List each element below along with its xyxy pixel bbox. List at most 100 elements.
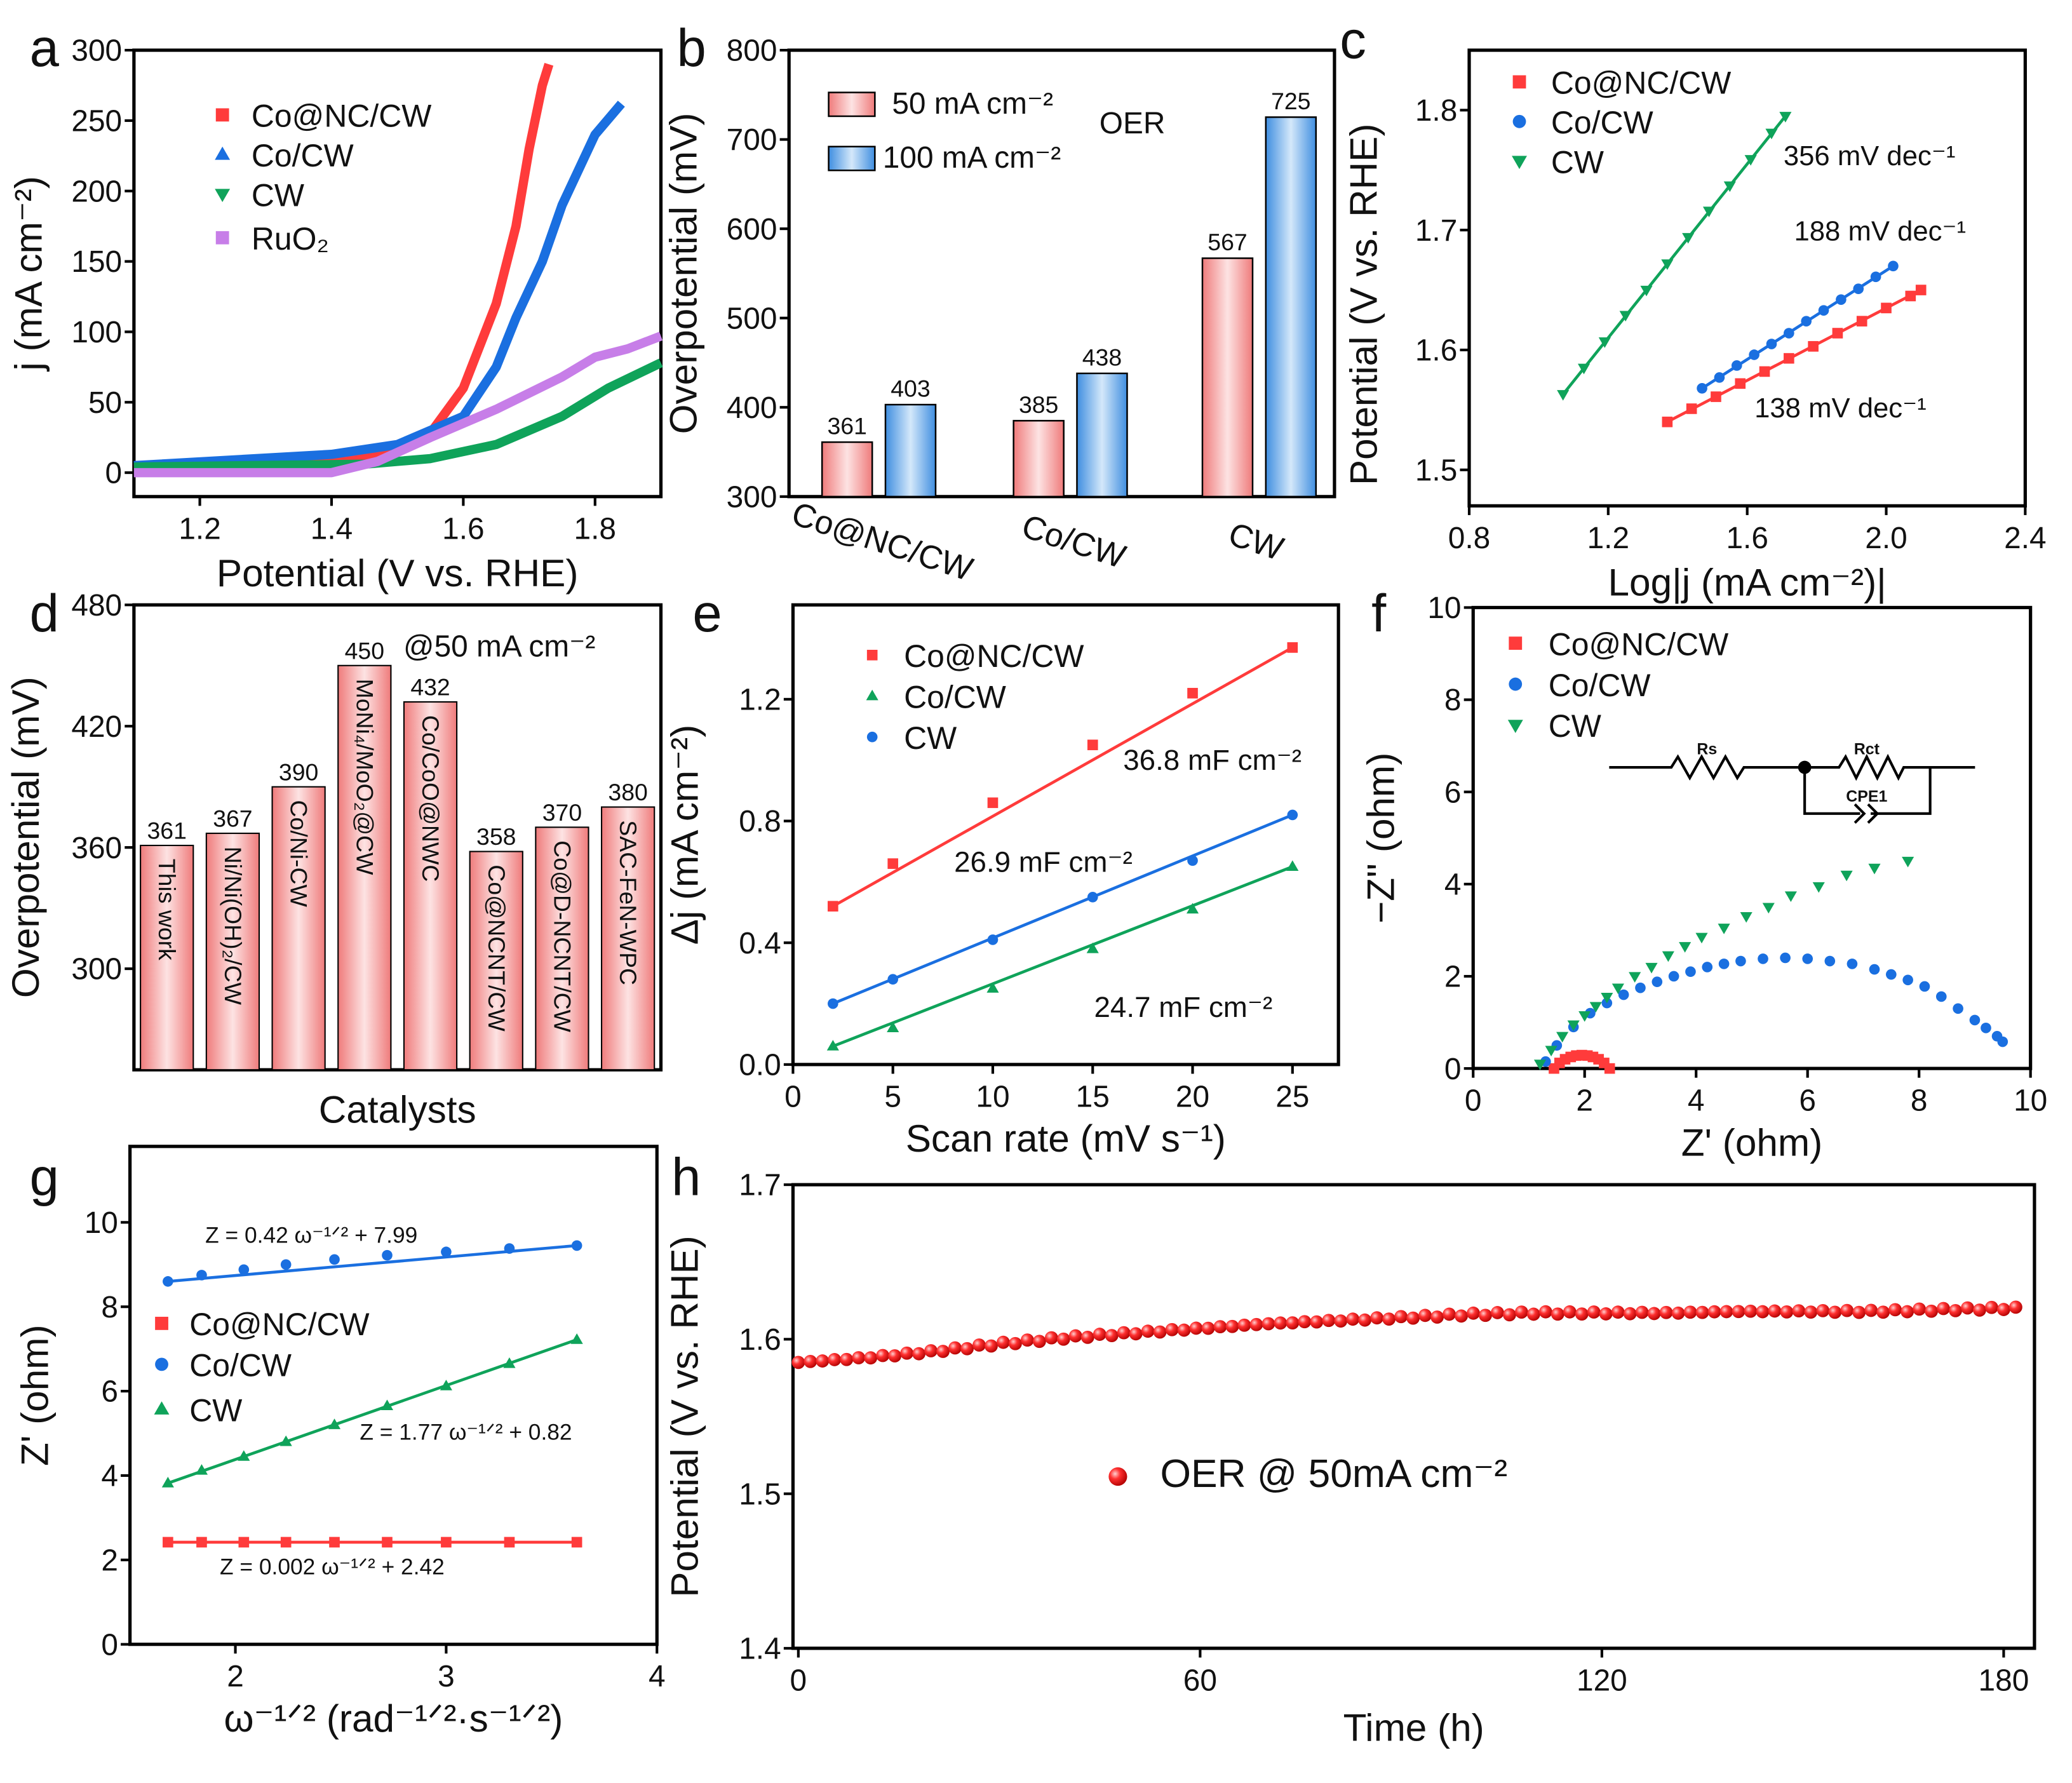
data-point bbox=[1937, 1302, 1950, 1315]
y-tick-label: 800 bbox=[727, 34, 777, 68]
data-point bbox=[1804, 1305, 1818, 1319]
data-point bbox=[328, 1418, 341, 1429]
x-tick-label: 1.2 bbox=[1587, 521, 1629, 555]
series-co-nc-cw bbox=[163, 1537, 582, 1548]
bar-category-label: This work bbox=[154, 859, 180, 960]
x-category-label: Co@NC/CW bbox=[787, 495, 977, 588]
plot-frame bbox=[128, 1145, 659, 1646]
x-axis-label: ω⁻¹ᐟ² (rad⁻¹ᐟ²·s⁻¹ᐟ²) bbox=[224, 1697, 563, 1740]
data-point bbox=[1578, 1011, 1591, 1022]
y-tick-label: 500 bbox=[727, 302, 777, 335]
bar bbox=[884, 403, 937, 498]
data-point bbox=[1949, 1304, 1962, 1317]
bar-value-label: 361 bbox=[827, 413, 866, 440]
data-point bbox=[1249, 1317, 1263, 1331]
data-point bbox=[1286, 1316, 1300, 1329]
x-tick-label: 4 bbox=[1688, 1084, 1705, 1118]
data-point bbox=[1394, 1310, 1408, 1324]
data-point bbox=[1779, 112, 1792, 123]
bar-value-label: 567 bbox=[1208, 229, 1247, 255]
data-point bbox=[1935, 991, 1947, 1002]
data-point bbox=[852, 1351, 866, 1364]
data-point bbox=[1818, 305, 1829, 316]
legend-marker bbox=[866, 731, 878, 743]
y-axis-label: Z' (ohm) bbox=[13, 1324, 57, 1466]
data-point bbox=[888, 1349, 902, 1362]
data-point bbox=[1695, 932, 1708, 944]
panel-h: 1.4 1.5 1.6 1.7 0 60 120 180 Potential (V vs. RH… bbox=[663, 1169, 2036, 1749]
panel-letter-e: e bbox=[692, 584, 722, 643]
data-point bbox=[1659, 1305, 1673, 1319]
series-oer bbox=[791, 1300, 2022, 1369]
fit-line bbox=[1701, 264, 1894, 390]
panel-c: 1.5 1.6 1.7 1.8 0.8 1.2 1.6 2.0 2.4 Potential (V … bbox=[1342, 48, 2047, 604]
x-tick-label: 2.4 bbox=[2004, 521, 2046, 555]
data-point bbox=[1370, 1311, 1384, 1325]
y-tick-label: 4 bbox=[1444, 868, 1462, 901]
x-axis-label: Time (h) bbox=[1343, 1706, 1484, 1749]
data-point bbox=[1686, 403, 1697, 414]
circuit-node bbox=[1798, 760, 1812, 774]
bar bbox=[535, 826, 589, 1071]
data-point bbox=[1599, 1307, 1613, 1321]
data-point bbox=[1685, 966, 1696, 978]
data-point bbox=[1598, 337, 1611, 348]
bar bbox=[1076, 372, 1128, 498]
data-point bbox=[1702, 206, 1716, 217]
legend-label: Co/CW bbox=[904, 679, 1006, 715]
data-point bbox=[1587, 1305, 1601, 1319]
data-point bbox=[816, 1354, 830, 1368]
legend-marker bbox=[155, 1357, 168, 1371]
annotation: OER bbox=[1100, 107, 1166, 140]
x-tick-label: 10 bbox=[2014, 1084, 2047, 1118]
data-point bbox=[571, 1240, 582, 1251]
data-point bbox=[864, 1351, 878, 1365]
y-axis-label: Overpotential (mV) bbox=[662, 112, 705, 434]
legend-label: Co/CW bbox=[1549, 668, 1651, 703]
data-point bbox=[1406, 1311, 1420, 1325]
plot-frame bbox=[132, 603, 663, 1072]
data-point bbox=[1902, 856, 1914, 868]
series-cw bbox=[1557, 112, 1792, 401]
y-tick-label: 480 bbox=[71, 589, 122, 622]
data-point bbox=[1577, 363, 1591, 375]
data-point bbox=[1551, 1307, 1564, 1321]
data-point bbox=[504, 1537, 515, 1548]
data-point bbox=[1526, 1307, 1540, 1321]
data-point bbox=[1925, 1304, 1938, 1318]
annotation: 188 mV dec⁻¹ bbox=[1794, 215, 1966, 246]
data-point bbox=[828, 1353, 842, 1366]
panel-letter-a: a bbox=[30, 18, 60, 77]
bar-value-label: 438 bbox=[1082, 344, 1122, 370]
data-point bbox=[1310, 1315, 1324, 1329]
data-point bbox=[1635, 982, 1646, 993]
bar-category-label: MoNi₄/MoO₂@CW bbox=[351, 679, 378, 876]
data-point bbox=[887, 974, 899, 985]
circuit-label: Rs bbox=[1697, 740, 1717, 758]
y-axis-label: Δj (mA cm⁻²) bbox=[663, 725, 706, 945]
data-point bbox=[1187, 687, 1198, 699]
data-point bbox=[1732, 1305, 1746, 1319]
legend-marker bbox=[215, 108, 229, 122]
bar-value-label: 403 bbox=[891, 375, 930, 402]
data-point bbox=[1828, 1305, 1842, 1319]
data-point bbox=[1087, 892, 1098, 903]
y-tick-label: 0 bbox=[101, 1628, 118, 1662]
legend-label: CW bbox=[252, 177, 304, 213]
y-axis-label: Potential (V vs. RHE) bbox=[1342, 124, 1385, 485]
x-tick-label: 1.4 bbox=[311, 512, 353, 546]
data-point bbox=[1467, 1306, 1480, 1320]
data-point bbox=[196, 1537, 207, 1548]
data-point bbox=[1334, 1314, 1348, 1328]
bar bbox=[403, 701, 458, 1071]
data-point bbox=[1953, 1003, 1963, 1014]
data-point bbox=[503, 1357, 516, 1368]
data-point bbox=[195, 1464, 208, 1475]
data-point bbox=[1619, 311, 1632, 322]
x-tick-label: 6 bbox=[1799, 1084, 1816, 1118]
y-tick-label: 0 bbox=[1444, 1053, 1462, 1086]
y-tick-label: 100 bbox=[71, 316, 122, 349]
data-point bbox=[987, 934, 999, 945]
data-point bbox=[1735, 955, 1746, 967]
panel-g: 0 2 4 6 8 10 2 3 4 Z' (ohm) ω⁻¹ᐟ² (rad⁻¹ᐟ²·s⁻¹ᐟ²) C… bbox=[13, 1145, 666, 1740]
